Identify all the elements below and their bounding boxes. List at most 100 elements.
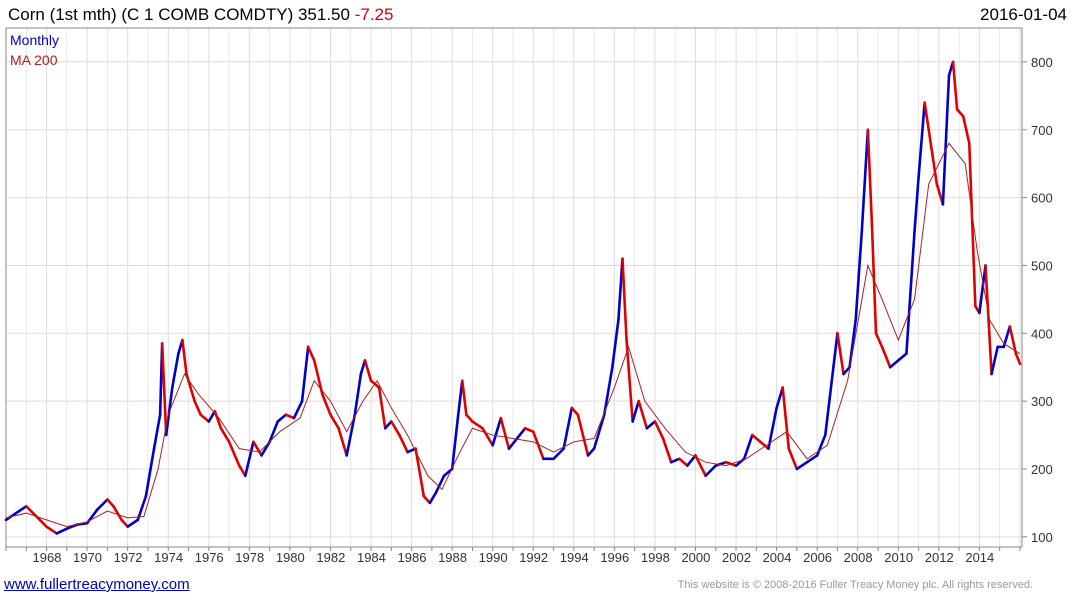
monthly-series-segment (832, 331, 839, 369)
x-tick-label: 2004 (763, 550, 792, 565)
monthly-series-segment (428, 491, 438, 505)
monthly-series-segment (874, 331, 884, 349)
monthly-series-segment (621, 257, 628, 342)
price-change: -7.25 (354, 5, 394, 24)
monthly-series-segment (491, 416, 503, 447)
monthly-series-segment (160, 342, 168, 437)
x-tick-label: 2006 (803, 550, 832, 565)
monthly-series-segment (243, 440, 255, 478)
legend-ma200: MA 200 (10, 52, 58, 68)
x-tick-label: 1978 (235, 550, 264, 565)
monthly-series-segment (136, 494, 148, 522)
x-tick-label: 2012 (925, 550, 954, 565)
monthly-series-segment (383, 420, 393, 430)
x-tick-label: 1972 (114, 550, 143, 565)
chart-header: Corn (1st mth) (C 1 COMB COMDTY) 351.50 … (8, 5, 1067, 25)
monthly-series-segment (677, 457, 689, 467)
monthly-series-segment (120, 518, 129, 528)
monthly-series-segment (45, 525, 58, 535)
monthly-series-segment (276, 413, 288, 423)
monthly-series-segment (252, 440, 263, 457)
chart-title: Corn (1st mth) (C 1 COMB COMDTY) 351.50 … (8, 5, 393, 25)
monthly-series-segment (842, 365, 851, 376)
monthly-series-segment (450, 413, 460, 471)
monthly-series-segment (686, 454, 697, 467)
x-tick-label: 2008 (844, 550, 873, 565)
monthly-series-segment (592, 413, 606, 450)
monthly-series-segment (815, 433, 827, 457)
x-tick-label: 2014 (965, 550, 994, 565)
x-tick-label: 1996 (600, 550, 629, 565)
monthly-series-segment (823, 365, 835, 437)
monthly-series-segment (787, 447, 799, 471)
monthly-series-segment (14, 504, 28, 515)
monthly-series-segment (300, 345, 310, 403)
monthly-series-segment (507, 437, 519, 450)
monthly-series-segment (292, 399, 304, 420)
monthly-series-segment (422, 494, 432, 505)
x-tick-label: 1980 (276, 550, 305, 565)
monthly-series-segment (775, 386, 785, 410)
monthly-series-segment (661, 437, 673, 464)
monthly-series-segment (984, 264, 993, 376)
monthly-series-segment (742, 433, 754, 461)
legend-monthly: Monthly (10, 32, 59, 48)
monthly-series-segment (465, 413, 474, 423)
x-tick-label: 1982 (316, 550, 345, 565)
monthly-series-segment (515, 426, 527, 440)
monthly-series-segment (181, 338, 188, 376)
y-tick-label: 400 (1031, 326, 1053, 341)
monthly-series-segment (260, 440, 271, 457)
monthly-series-segment (990, 345, 999, 376)
monthly-series-segment (836, 331, 845, 376)
site-link[interactable]: www.fullertreacymoney.com (4, 576, 190, 593)
monthly-series-segment (523, 426, 535, 433)
monthly-series-segment (611, 318, 620, 369)
x-tick-label: 1970 (73, 550, 102, 565)
monthly-series-segment (306, 345, 316, 362)
monthly-series-segment (353, 372, 363, 417)
monthly-series-segment (955, 108, 965, 118)
x-tick-label: 1994 (560, 550, 589, 565)
monthly-series-segment (896, 352, 908, 362)
monthly-series-segment (694, 454, 707, 478)
ma200-line (5, 142, 1021, 528)
monthly-series-segment (456, 379, 464, 417)
monthly-series-segment (199, 413, 211, 423)
title-text: Corn (1st mth) (C 1 COMB COMDTY) 351.50 (8, 5, 350, 24)
monthly-series-segment (767, 406, 778, 450)
monthly-series-segment (913, 175, 920, 233)
monthly-series-segment (637, 399, 649, 430)
monthly-series-segment (888, 359, 900, 369)
monthly-series-segment (781, 386, 791, 450)
x-tick-label: 1998 (641, 550, 670, 565)
monthly-series-segment (880, 345, 892, 369)
y-tick-label: 800 (1031, 55, 1053, 70)
monthly-series-segment (854, 230, 864, 322)
x-tick-label: 1992 (519, 550, 548, 565)
copyright-notice: This website is © 2008-2016 Fuller Treac… (677, 579, 1033, 591)
monthly-series-segment (268, 420, 280, 444)
monthly-series-segment (193, 399, 202, 417)
monthly-series-segment (951, 60, 959, 111)
monthly-series-segment (645, 420, 657, 430)
monthly-series-segment (759, 440, 770, 450)
monthly-series-segment (207, 410, 217, 423)
monthly-series-segment (860, 128, 870, 233)
x-tick-label: 1976 (195, 550, 224, 565)
monthly-series-segment (704, 464, 718, 478)
x-tick-label: 1990 (479, 550, 508, 565)
monthly-series-segment (345, 413, 357, 457)
monthly-series-segment (961, 114, 971, 145)
monthly-series-segment (714, 460, 728, 467)
monthly-series-segment (1002, 325, 1012, 349)
monthly-series-segment (929, 142, 939, 186)
monthly-series-segment (65, 523, 79, 530)
chart-date: 2016-01-04 (980, 5, 1067, 24)
y-tick-label: 200 (1031, 462, 1053, 477)
y-tick-label: 600 (1031, 191, 1053, 206)
y-tick-label: 500 (1031, 258, 1053, 273)
monthly-series-segment (398, 433, 409, 454)
monthly-series-segment (669, 457, 681, 464)
